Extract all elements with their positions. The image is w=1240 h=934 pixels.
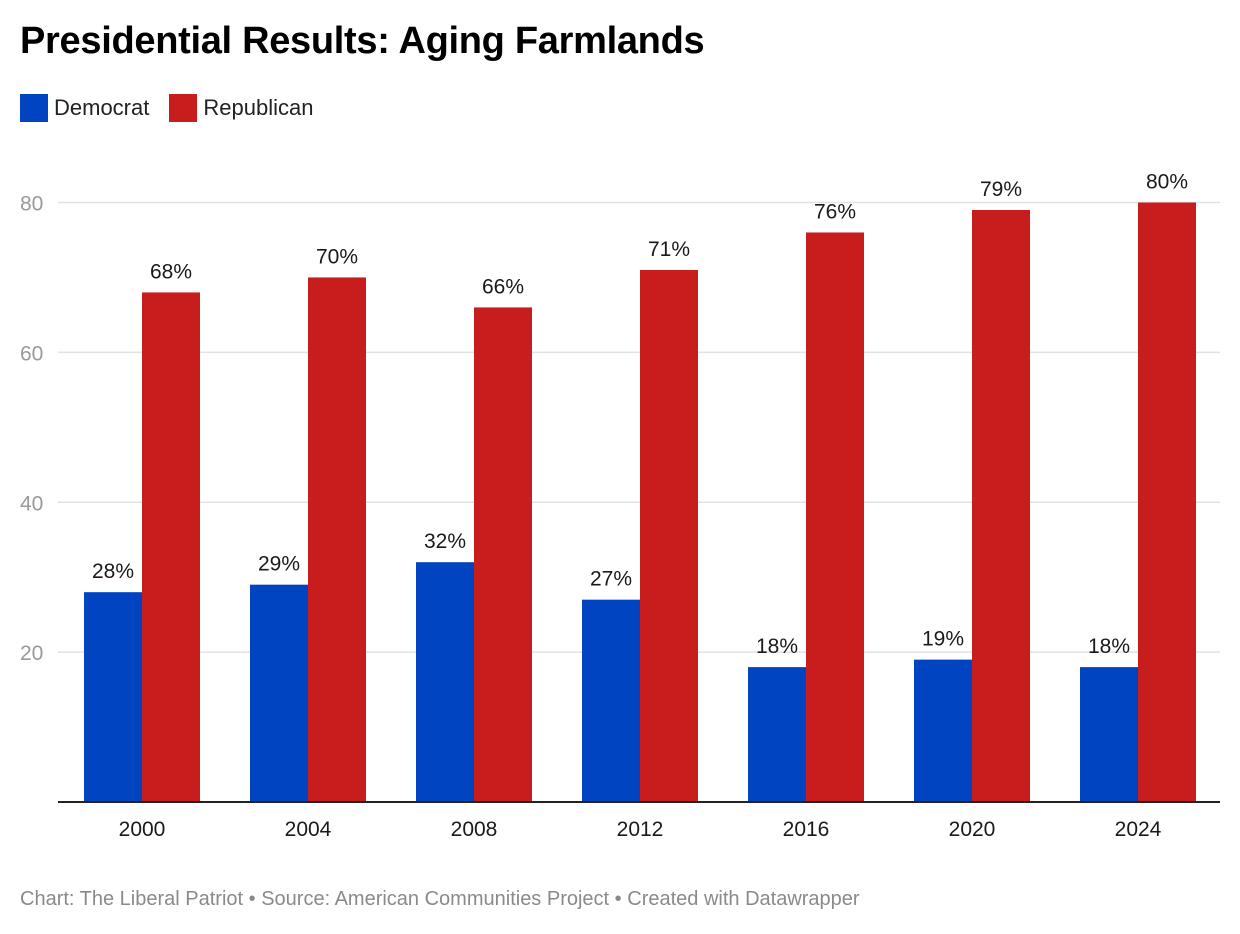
footer-separator: • (243, 888, 262, 910)
legend-swatch-republican (169, 94, 198, 122)
footer-source: Source: American Communities Project (261, 888, 610, 910)
data-label: 19% (922, 628, 964, 651)
data-label: 80% (1146, 171, 1188, 194)
bar-republican (972, 209, 1030, 802)
data-label: 76% (814, 200, 856, 223)
x-tick-label: 2000 (119, 818, 166, 841)
x-tick-label: 2012 (617, 818, 664, 841)
bar-republican (806, 232, 864, 803)
legend-label-democrat: Democrat (54, 95, 150, 120)
data-label: 32% (424, 530, 466, 553)
data-label: 66% (482, 275, 524, 298)
data-label: 27% (590, 568, 632, 591)
y-tick-label: 60 (20, 342, 43, 365)
bar-republican (142, 292, 200, 802)
bar-republican (308, 277, 366, 802)
footer: Chart: The Liberal Patriot • Source: Ame… (20, 888, 860, 911)
data-label: 70% (316, 245, 358, 268)
data-label: 68% (150, 260, 192, 283)
legend-item-democrat: Democrat (20, 94, 149, 122)
footer-separator: • (609, 888, 628, 910)
data-label: 18% (756, 635, 798, 658)
legend: Democrat Republican (20, 94, 313, 122)
data-label: 71% (648, 238, 690, 261)
bar-democrat (84, 592, 142, 802)
x-tick-label: 2008 (451, 818, 498, 841)
data-label: 28% (92, 560, 134, 583)
data-label: 18% (1088, 635, 1130, 658)
chart-title: Presidential Results: Aging Farmlands (20, 20, 705, 62)
y-tick-label: 20 (20, 642, 43, 665)
data-label: 79% (980, 178, 1022, 201)
x-tick-label: 2004 (285, 818, 332, 841)
bar-republican (1138, 202, 1196, 802)
bar-democrat (914, 659, 972, 802)
bar-republican (640, 269, 698, 803)
x-tick-label: 2024 (1115, 818, 1162, 841)
bar-democrat (582, 599, 640, 802)
legend-swatch-democrat (20, 94, 48, 122)
bar-democrat (748, 667, 806, 802)
footer-chart-credit: Chart: The Liberal Patriot (20, 888, 244, 910)
bar-democrat (416, 562, 474, 802)
bar-democrat (250, 584, 308, 802)
data-label: 29% (258, 553, 300, 576)
footer-created: Created with Datawrapper (627, 888, 860, 910)
y-tick-label: 40 (20, 492, 43, 515)
bar-democrat (1080, 667, 1138, 802)
legend-item-republican: Republican (169, 94, 313, 122)
x-tick-label: 2020 (949, 818, 996, 841)
legend-label-republican: Republican (203, 95, 314, 120)
bar-republican (474, 307, 532, 802)
y-tick-label: 80 (20, 193, 43, 216)
x-tick-label: 2016 (783, 818, 830, 841)
